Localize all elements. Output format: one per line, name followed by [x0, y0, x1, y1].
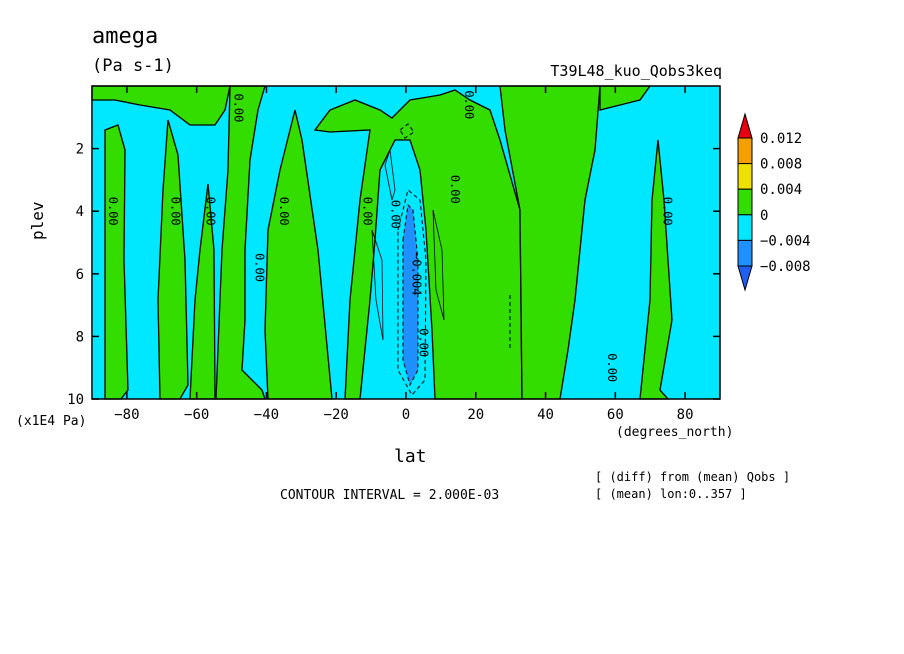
y-axis-unit: (x1E4 Pa)	[16, 414, 87, 429]
contour-label: 0.00	[661, 197, 675, 226]
chart-units: (Pa s-1)	[92, 56, 174, 76]
colorbar: 0.012 0.008 0.004 0 −0.004 −0.008	[737, 112, 811, 292]
colorbar-label: −0.008	[760, 259, 811, 275]
colorbar-swatch	[737, 163, 753, 190]
region-pos-top-strip	[91, 85, 231, 126]
colorbar-label: 0.008	[760, 157, 802, 173]
contour-label: −0.004	[409, 252, 423, 295]
x-axis-ticks: −80 −60 −40 −20 0 20 40 60 80	[114, 86, 694, 423]
contour-label: 0.00	[389, 200, 403, 229]
y-tick-label: 6	[76, 267, 84, 283]
colorbar-top-arrow	[737, 112, 753, 139]
neg-contour-inner	[402, 203, 419, 387]
colorbar-swatch	[737, 137, 753, 165]
x-tick-label: −80	[114, 407, 139, 423]
contour-label: 0.00	[106, 197, 120, 226]
shaded-field	[91, 85, 720, 400]
pos-inner-1	[371, 229, 384, 341]
colorbar-label: −0.004	[760, 233, 811, 249]
y-tick-label: 4	[76, 204, 84, 220]
x-tick-label: 80	[677, 407, 694, 423]
positive-regions	[91, 85, 673, 400]
contour-label: 0.00	[232, 93, 246, 122]
region-pos-south3	[264, 109, 333, 400]
x-tick-label: −40	[254, 407, 279, 423]
y-axis-ticks: 2 4 6 8 10	[67, 142, 720, 408]
positive-inner-contours	[371, 149, 445, 341]
y-tick-label: 10	[67, 392, 84, 408]
contour-interval: CONTOUR INTERVAL = 2.000E-03	[280, 488, 500, 503]
colorbar-label: 0.012	[760, 131, 802, 147]
region-pos-south2	[215, 85, 266, 400]
x-tick-label: 20	[467, 407, 484, 423]
note-mean: [ (mean) lon:0..357 ]	[595, 487, 747, 501]
negative-contours	[397, 123, 511, 396]
x-tick-label: 40	[537, 407, 554, 423]
contour-label: 0.00	[277, 197, 291, 226]
contour-label: 0.00	[252, 253, 266, 282]
x-axis-label: lat	[394, 446, 427, 467]
contour-label: 0.00	[416, 328, 430, 357]
contour-label: 0.00	[169, 197, 183, 226]
colorbar-swatch	[737, 214, 753, 241]
contour-labels: 0.00 0.00 0.00 0.00 0.00 0.00 0.00 0.00 −0.004 0.…	[106, 90, 675, 382]
contour-label: 0.00	[448, 175, 462, 204]
colorbar-swatch	[737, 188, 753, 216]
region-pos-far-north	[639, 139, 673, 400]
colorbar-label: 0	[760, 208, 768, 224]
region-pos-sp2	[157, 119, 189, 400]
y-tick-label: 8	[76, 329, 84, 345]
x-axis-unit: (degrees_north)	[616, 425, 734, 440]
contour-label: 0.00	[204, 197, 218, 226]
pos-inner-3	[384, 149, 396, 201]
chart-title: amega	[92, 24, 159, 49]
x-tick-label: 60	[607, 407, 624, 423]
contour-label: 0.00	[605, 353, 619, 382]
x-tick-label: 0	[402, 407, 410, 423]
region-pos-north	[499, 85, 601, 400]
contour-label: 0.00	[462, 90, 476, 119]
colorbar-swatch	[737, 239, 753, 267]
region-neg-core	[403, 205, 418, 385]
contour-label: 0.00	[361, 197, 375, 226]
x-tick-label: −20	[324, 407, 349, 423]
run-name: T39L48_kuo_Qobs3keq	[550, 62, 722, 80]
colorbar-bottom-arrow	[737, 265, 753, 292]
x-tick-label: −60	[184, 407, 209, 423]
region-pos-mid	[313, 89, 523, 400]
neg-contour-outer	[397, 189, 427, 396]
y-tick-label: 2	[76, 142, 84, 158]
region-pos-sp	[104, 124, 129, 400]
pos-inner-2	[432, 209, 445, 321]
note-diff: [ (diff) from (mean) Qobs ]	[595, 470, 791, 484]
colorbar-label: 0.004	[760, 182, 802, 198]
